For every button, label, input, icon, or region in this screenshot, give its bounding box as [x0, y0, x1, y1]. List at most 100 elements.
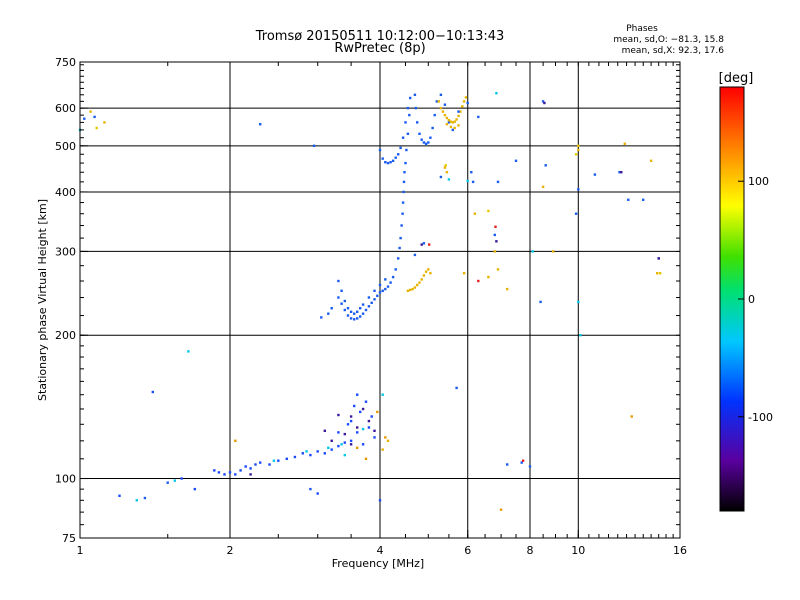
echo-point: [83, 117, 86, 120]
echo-point: [356, 310, 359, 313]
echo-point: [422, 274, 426, 277]
echo-point: [402, 190, 405, 194]
echo-point: [413, 253, 417, 257]
echo-point: [466, 101, 469, 105]
x-tick-label: 16: [673, 544, 687, 557]
echo-point: [447, 121, 451, 124]
echo-point: [340, 443, 343, 446]
legend-heading: Phases: [626, 24, 658, 34]
echo-point: [429, 136, 432, 139]
echo-point: [443, 113, 447, 117]
echo-point: [376, 294, 379, 297]
echo-point: [577, 300, 580, 304]
echo-point: [402, 180, 406, 184]
echo-point: [506, 287, 509, 291]
echo-point: [447, 178, 451, 181]
echo-point: [312, 144, 316, 147]
echo-point: [193, 487, 196, 491]
echo-point: [406, 289, 410, 292]
echo-point: [420, 243, 423, 246]
echo-point: [376, 410, 379, 414]
echo-point: [323, 429, 326, 432]
echo-point: [577, 148, 580, 152]
echo-point: [386, 161, 390, 165]
echo-point: [373, 298, 376, 301]
series-1: [135, 350, 384, 502]
echo-point: [394, 156, 397, 159]
echo-point: [441, 110, 445, 113]
echo-point: [445, 116, 449, 120]
series-7: [83, 100, 660, 500]
y-tick-label: 400: [55, 186, 76, 199]
echo-point: [457, 110, 460, 113]
echo-point: [349, 310, 353, 313]
echo-point: [409, 288, 412, 292]
echo-point: [381, 157, 384, 160]
echo-point: [346, 314, 350, 317]
echo-point: [649, 159, 653, 162]
echo-point: [466, 179, 469, 183]
chart-title: Tromsø 20150511 10:12:00−10:13:43: [255, 29, 505, 44]
colorbar-ticks: 100 0 -100: [738, 175, 773, 424]
echo-point: [462, 272, 466, 275]
x-axis-ticks: 1 2 4 6 8 10 16: [77, 62, 687, 557]
echo-point: [657, 257, 660, 260]
echo-point: [642, 198, 645, 201]
echo-point: [574, 212, 578, 215]
echo-point: [343, 453, 346, 457]
echo-point: [349, 419, 353, 423]
echo-point: [487, 275, 490, 279]
echo-point: [404, 161, 407, 165]
echo-point: [416, 121, 419, 124]
echo-point: [455, 386, 458, 390]
colorbar-tick-label: 0: [748, 293, 755, 306]
echo-point: [406, 106, 410, 110]
echo-point: [378, 148, 382, 152]
echo-point: [494, 225, 497, 228]
echo-point: [403, 171, 406, 174]
echo-point: [401, 201, 405, 204]
echo-point: [89, 110, 92, 113]
echo-point: [420, 278, 423, 281]
echo-point: [143, 496, 147, 500]
echo-point: [384, 287, 387, 291]
legend-x-mode: mean, sd,X: 92.3, 17.6: [622, 46, 725, 56]
colorbar-tick-label: -100: [748, 411, 773, 424]
echo-point: [499, 508, 503, 511]
echo-point: [424, 142, 428, 145]
echo-point: [309, 453, 312, 457]
echo-point: [543, 101, 546, 105]
echo-point: [217, 471, 221, 474]
echo-point: [618, 171, 621, 174]
echo-point: [496, 268, 500, 271]
echo-point: [234, 473, 237, 476]
echo-point: [391, 159, 395, 162]
echo-point: [399, 146, 402, 150]
echo-point: [514, 159, 518, 162]
colorbar-label: [deg]: [719, 71, 754, 86]
echo-point: [239, 469, 242, 472]
y-tick-label: 600: [55, 102, 76, 115]
echo-point: [378, 291, 382, 294]
x-tick-label: 8: [527, 544, 534, 557]
echo-point: [400, 224, 403, 227]
echo-point: [627, 198, 630, 201]
echo-point: [414, 106, 417, 110]
echo-point: [234, 439, 237, 442]
echo-point: [477, 279, 480, 283]
y-axis-ticks: 75 100 200 300 400 500 600 750: [55, 56, 680, 545]
echo-point: [406, 132, 410, 135]
echo-point: [428, 243, 431, 246]
y-tick-label: 750: [55, 56, 76, 69]
echo-point: [493, 233, 496, 237]
echo-point: [389, 281, 392, 284]
echo-point: [422, 242, 426, 245]
series-9: [349, 101, 660, 418]
echo-point: [259, 123, 262, 126]
echo-point: [389, 161, 392, 164]
echo-point: [323, 452, 326, 455]
echo-point: [103, 121, 106, 124]
echo-point: [541, 185, 545, 188]
echo-point: [361, 312, 365, 315]
echo-point: [381, 448, 384, 451]
